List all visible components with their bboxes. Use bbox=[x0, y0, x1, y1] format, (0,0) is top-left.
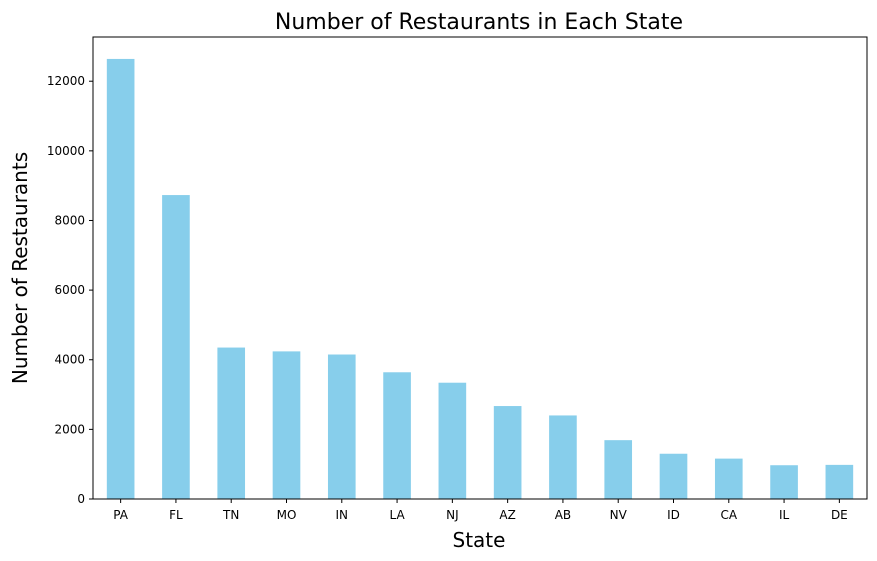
y-tick-label: 0 bbox=[77, 492, 85, 506]
x-tick-label: NJ bbox=[446, 508, 459, 522]
x-tick-label: IL bbox=[779, 508, 790, 522]
chart-title: Number of Restaurants in Each State bbox=[275, 10, 683, 35]
bar-pa bbox=[106, 58, 135, 499]
x-tick-label: MO bbox=[277, 508, 297, 522]
x-tick-label: PA bbox=[113, 508, 128, 522]
y-tick-label: 6000 bbox=[54, 283, 85, 297]
y-tick-label: 10000 bbox=[47, 144, 85, 158]
y-tick-label: 2000 bbox=[54, 422, 85, 436]
bar-id bbox=[659, 453, 688, 499]
plot-frame bbox=[92, 36, 868, 500]
y-tick-label: 4000 bbox=[54, 353, 85, 367]
bar-fl bbox=[162, 195, 190, 499]
bar-nv bbox=[604, 440, 633, 499]
x-tick-label: IN bbox=[336, 508, 349, 522]
bar-mo bbox=[272, 351, 301, 499]
x-axis: PA FL TN MO IN LA NJ AZ AB NV ID CA IL DE bbox=[113, 499, 848, 522]
x-tick-label: AB bbox=[555, 508, 571, 522]
bar-de bbox=[825, 464, 854, 499]
bar-il bbox=[770, 465, 798, 499]
x-axis-title: State bbox=[453, 528, 506, 552]
x-tick-label: NV bbox=[610, 508, 628, 522]
bar-nj bbox=[438, 382, 467, 499]
bar-az bbox=[493, 406, 522, 499]
y-tick-label: 8000 bbox=[54, 213, 85, 227]
x-tick-label: FL bbox=[169, 508, 183, 522]
bar-la bbox=[383, 372, 411, 499]
x-tick-label: DE bbox=[831, 508, 848, 522]
bar-tn bbox=[217, 347, 246, 499]
x-tick-label: AZ bbox=[499, 508, 515, 522]
y-axis: 0 2000 4000 6000 8000 10000 12000 bbox=[47, 74, 93, 506]
bar-ca bbox=[714, 458, 743, 499]
x-tick-label: ID bbox=[667, 508, 680, 522]
bar-in bbox=[327, 354, 356, 499]
bar-ab bbox=[549, 415, 577, 499]
x-tick-label: CA bbox=[720, 508, 737, 522]
x-tick-label: LA bbox=[389, 508, 405, 522]
bars-group bbox=[106, 58, 854, 499]
y-tick-label: 12000 bbox=[47, 74, 85, 88]
x-tick-label: TN bbox=[222, 508, 239, 522]
y-axis-title: Number of Restaurants bbox=[8, 152, 32, 384]
